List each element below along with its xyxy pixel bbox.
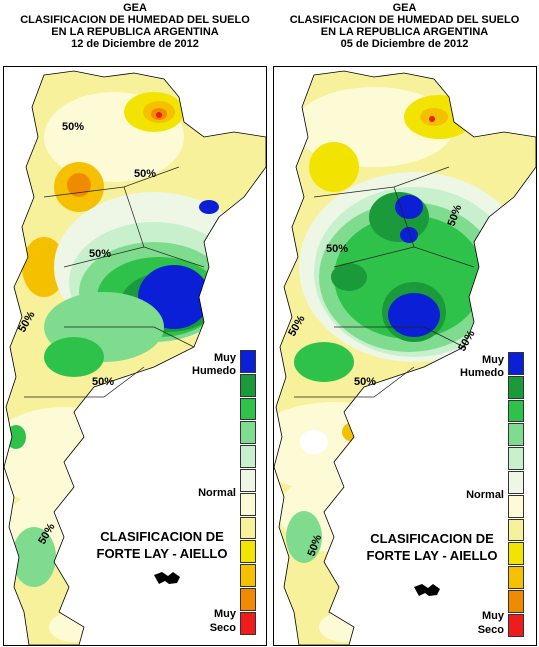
legend-swatch: [240, 492, 256, 516]
legend-swatch: [508, 447, 524, 470]
org-label: GEA: [392, 2, 417, 14]
legend-label-muy-seco-1: Muy: [214, 608, 236, 620]
moisture-legend: [508, 352, 528, 638]
legend-label-muy-seco-2: Seco: [477, 624, 504, 636]
map-panel-left: GEA CLASIFICACION DE HUMEDAD DEL SUELO E…: [3, 2, 267, 646]
legend-swatch: [508, 566, 524, 589]
moisture-legend: [240, 350, 260, 636]
argentina-map-graphic: 50% 50% 50% 50% 50% 50%: [4, 70, 266, 645]
legend-swatch: [508, 590, 524, 613]
legend-label-muy-seco-1: Muy: [482, 610, 504, 622]
legend-swatch: [240, 611, 256, 635]
legend-swatch: [508, 399, 524, 423]
legend-label-normal: Normal: [198, 487, 236, 499]
legend-label-muy-humedo-1: Muy: [214, 352, 236, 364]
legend-swatch: [508, 375, 524, 399]
contour-label: 50%: [92, 376, 114, 388]
legend-swatch: [240, 588, 256, 611]
soil-moisture-map: 50% 50% 50% 50% 50% 50%: [3, 66, 267, 646]
legend-swatch: [508, 494, 524, 518]
legend-label-muy-humedo-1: Muy: [482, 354, 504, 366]
legend-swatch: [508, 471, 524, 494]
map-date: 12 de Diciembre de 2012: [71, 38, 199, 50]
legend-swatch: [240, 516, 256, 540]
map-panel-right: GEA CLASIFICACION DE HUMEDAD DEL SUELO E…: [270, 0, 539, 647]
credit-label: CLASIFICACION DE FORTE LAY - AIELLO: [82, 528, 242, 562]
legend-swatch: [240, 469, 256, 492]
legend-swatch: [508, 613, 524, 637]
legend-label-muy-humedo-2: Humedo: [460, 367, 504, 379]
legend-label-normal: Normal: [466, 489, 504, 501]
argentina-map-graphic: 50% 50% 50% 50% 50% 50%: [274, 70, 536, 645]
contour-label: 50%: [134, 168, 156, 180]
credit-line-1: CLASIFICACION DE: [370, 531, 494, 546]
org-label: GEA: [123, 2, 147, 14]
title-line-2: EN LA REPUBLICA ARGENTINA: [51, 26, 219, 38]
credit-line-2: FORTE LAY - AIELLO: [366, 548, 498, 563]
credit-line-1: CLASIFICACION DE: [100, 529, 224, 544]
contour-label: 50%: [62, 121, 84, 133]
falkland-islands-shape: [414, 584, 440, 596]
legend-swatch: [508, 518, 524, 542]
title-line-1: CLASIFICACION DE HUMEDAD DEL SUELO: [20, 14, 250, 26]
credit-line-2: FORTE LAY - AIELLO: [96, 546, 228, 561]
legend-swatch: [508, 423, 524, 447]
legend-swatch: [240, 564, 256, 587]
soil-moisture-map: 50% 50% 50% 50% 50% 50%: [273, 66, 537, 646]
title-line-2: EN LA REPUBLICA ARGENTINA: [320, 26, 489, 38]
map-date: 05 de Diciembre de 2012: [340, 38, 469, 50]
legend-swatch: [240, 373, 256, 397]
contour-label: 50%: [354, 376, 376, 388]
legend-swatch: [240, 540, 256, 564]
legend-swatch: [240, 350, 256, 373]
legend-swatch: [508, 542, 524, 566]
contour-label: 50%: [326, 243, 348, 255]
legend-swatch: [240, 445, 256, 468]
legend-label-muy-humedo-2: Humedo: [192, 365, 236, 377]
legend-swatch: [240, 421, 256, 445]
legend-swatch: [508, 352, 524, 375]
legend-label-muy-seco-2: Seco: [209, 622, 236, 634]
credit-label: CLASIFICACION DE FORTE LAY - AIELLO: [352, 530, 512, 564]
contour-label: 50%: [89, 248, 111, 260]
falkland-islands-shape: [154, 572, 180, 584]
title-line-1: CLASIFICACION DE HUMEDAD DEL SUELO: [289, 14, 520, 26]
legend-swatch: [240, 397, 256, 421]
